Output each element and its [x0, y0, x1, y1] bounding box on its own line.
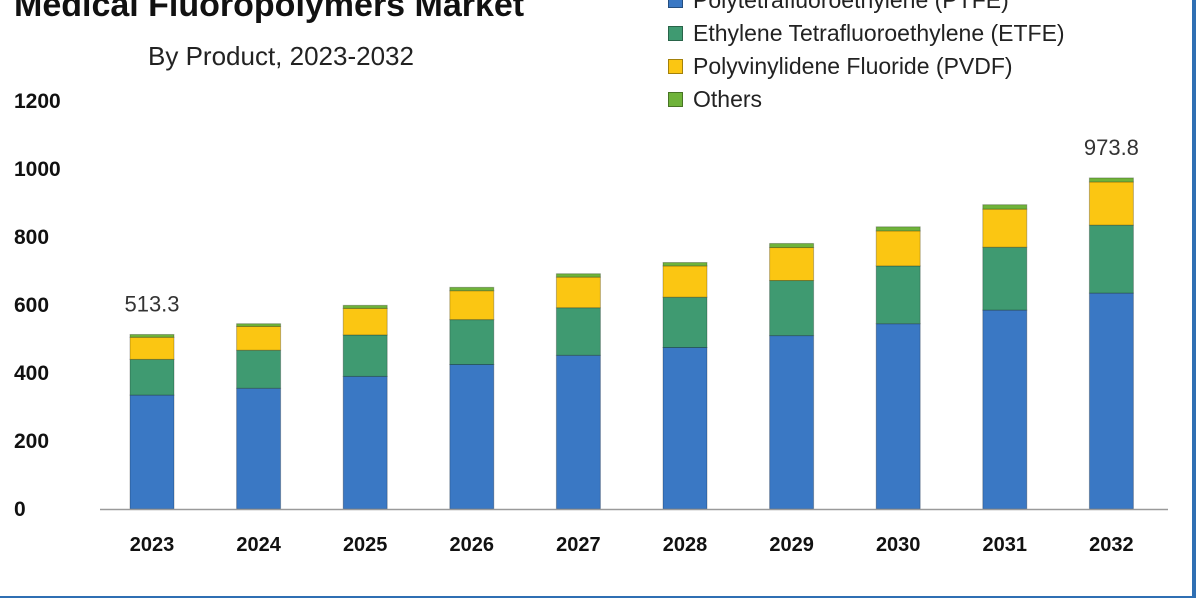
legend-label-etfe: Ethylene Tetrafluoroethylene (ETFE) [693, 20, 1065, 46]
bar-segment-polyvinylidene-fluoride-pvdf-2031 [982, 208, 1028, 248]
legend-item-pvdf: Polyvinylidene Fluoride (PVDF) [668, 50, 1065, 83]
chart-title: Medical Fluoropolymers Market [14, 0, 525, 24]
x-tick-label: 2027 [556, 534, 601, 556]
x-tick-label: 2023 [130, 534, 175, 556]
bar-segment-others-2023 [129, 333, 175, 338]
x-tick-label: 2024 [236, 534, 281, 556]
legend-swatch-ptfe [668, 0, 683, 8]
bar-segment-polyvinylidene-fluoride-pvdf-2032 [1088, 181, 1134, 226]
bar-segment-others-2030 [875, 226, 921, 232]
legend-swatch-etfe [668, 26, 683, 41]
bar-segment-polyvinylidene-fluoride-pvdf-2024 [236, 325, 282, 351]
y-tick-label: 400 [14, 362, 49, 385]
legend-swatch-others [668, 92, 683, 107]
bar-segment-ethylene-tetrafluoroethylene-etfe-2030 [875, 265, 921, 325]
bar-segment-ethylene-tetrafluoroethylene-etfe-2029 [769, 280, 815, 337]
bar-segment-ethylene-tetrafluoroethylene-etfe-2024 [236, 349, 282, 389]
legend-item-etfe: Ethylene Tetrafluoroethylene (ETFE) [668, 17, 1065, 50]
x-tick-label: 2025 [343, 534, 388, 556]
bar-segment-polytetrafluoroethylene-ptfe-2032 [1088, 292, 1134, 510]
bar-segment-others-2028 [662, 262, 708, 267]
bar-segment-polyvinylidene-fluoride-pvdf-2023 [129, 336, 175, 360]
bar-segment-polytetrafluoroethylene-ptfe-2025 [342, 375, 388, 510]
bar-segment-others-2024 [236, 323, 282, 327]
bar-segment-ethylene-tetrafluoroethylene-etfe-2023 [129, 358, 175, 396]
legend-item-ptfe: Polytetrafluoroethylene (PTFE) [668, 0, 1065, 17]
bar-segment-others-2032 [1088, 177, 1134, 183]
bar-segment-others-2026 [449, 286, 495, 292]
x-tick-label: 2029 [769, 534, 814, 556]
bar-segment-polytetrafluoroethylene-ptfe-2029 [769, 335, 815, 510]
y-tick-label: 1200 [14, 90, 61, 113]
legend-label-others: Others [693, 86, 763, 112]
bar-segment-polytetrafluoroethylene-ptfe-2024 [236, 387, 282, 510]
bar-segment-polytetrafluoroethylene-ptfe-2028 [662, 347, 708, 510]
data-label: 513.3 [124, 291, 179, 316]
bar-segment-others-2027 [555, 273, 601, 278]
x-tick-label: 2028 [663, 534, 708, 556]
bar-segment-ethylene-tetrafluoroethylene-etfe-2027 [555, 307, 601, 356]
bar-segment-ethylene-tetrafluoroethylene-etfe-2026 [449, 319, 495, 365]
data-label: 973.8 [1084, 135, 1139, 160]
legend: Polytetrafluoroethylene (PTFE) Ethylene … [668, 0, 1065, 116]
bar-segment-ethylene-tetrafluoroethylene-etfe-2025 [342, 334, 388, 377]
x-tick-label: 2026 [450, 534, 495, 556]
bar-segment-polyvinylidene-fluoride-pvdf-2026 [449, 290, 495, 321]
x-tick-label: 2032 [1089, 534, 1134, 556]
bar-segment-ethylene-tetrafluoroethylene-etfe-2031 [982, 246, 1028, 311]
chart-subtitle: By Product, 2023-2032 [148, 41, 414, 71]
legend-item-others: Others [668, 83, 1065, 116]
legend-label-ptfe: Polytetrafluoroethylene (PTFE) [693, 0, 1009, 13]
bar-segment-polytetrafluoroethylene-ptfe-2030 [875, 323, 921, 510]
bar-segment-others-2025 [342, 304, 388, 309]
bar-segment-polyvinylidene-fluoride-pvdf-2030 [875, 230, 921, 267]
y-tick-label: 0 [14, 498, 26, 521]
bar-segment-others-2031 [982, 204, 1028, 210]
bar-segment-others-2029 [769, 242, 815, 249]
x-tick-label: 2031 [983, 534, 1028, 556]
bar-segment-ethylene-tetrafluoroethylene-etfe-2028 [662, 296, 708, 348]
y-tick-label: 1000 [14, 158, 61, 181]
bar-segment-polytetrafluoroethylene-ptfe-2031 [982, 309, 1028, 510]
legend-label-pvdf: Polyvinylidene Fluoride (PVDF) [693, 53, 1013, 79]
bar-segment-polytetrafluoroethylene-ptfe-2023 [129, 394, 175, 510]
bar-segment-polyvinylidene-fluoride-pvdf-2025 [342, 307, 388, 336]
y-tick-label: 200 [14, 430, 49, 453]
legend-swatch-pvdf [668, 59, 683, 74]
x-tick-label: 2030 [876, 534, 921, 556]
bar-segment-polyvinylidene-fluoride-pvdf-2028 [662, 265, 708, 298]
bar-segment-ethylene-tetrafluoroethylene-etfe-2032 [1088, 224, 1134, 294]
bar-segment-polytetrafluoroethylene-ptfe-2026 [449, 364, 495, 510]
bar-segment-polyvinylidene-fluoride-pvdf-2029 [769, 247, 815, 282]
y-tick-label: 800 [14, 226, 49, 249]
bar-segment-polytetrafluoroethylene-ptfe-2027 [555, 354, 601, 510]
y-tick-label: 600 [14, 294, 49, 317]
bar-segment-polyvinylidene-fluoride-pvdf-2027 [555, 276, 601, 309]
